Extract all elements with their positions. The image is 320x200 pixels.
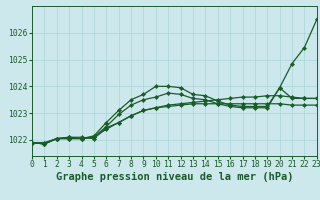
X-axis label: Graphe pression niveau de la mer (hPa): Graphe pression niveau de la mer (hPa) [56,172,293,182]
